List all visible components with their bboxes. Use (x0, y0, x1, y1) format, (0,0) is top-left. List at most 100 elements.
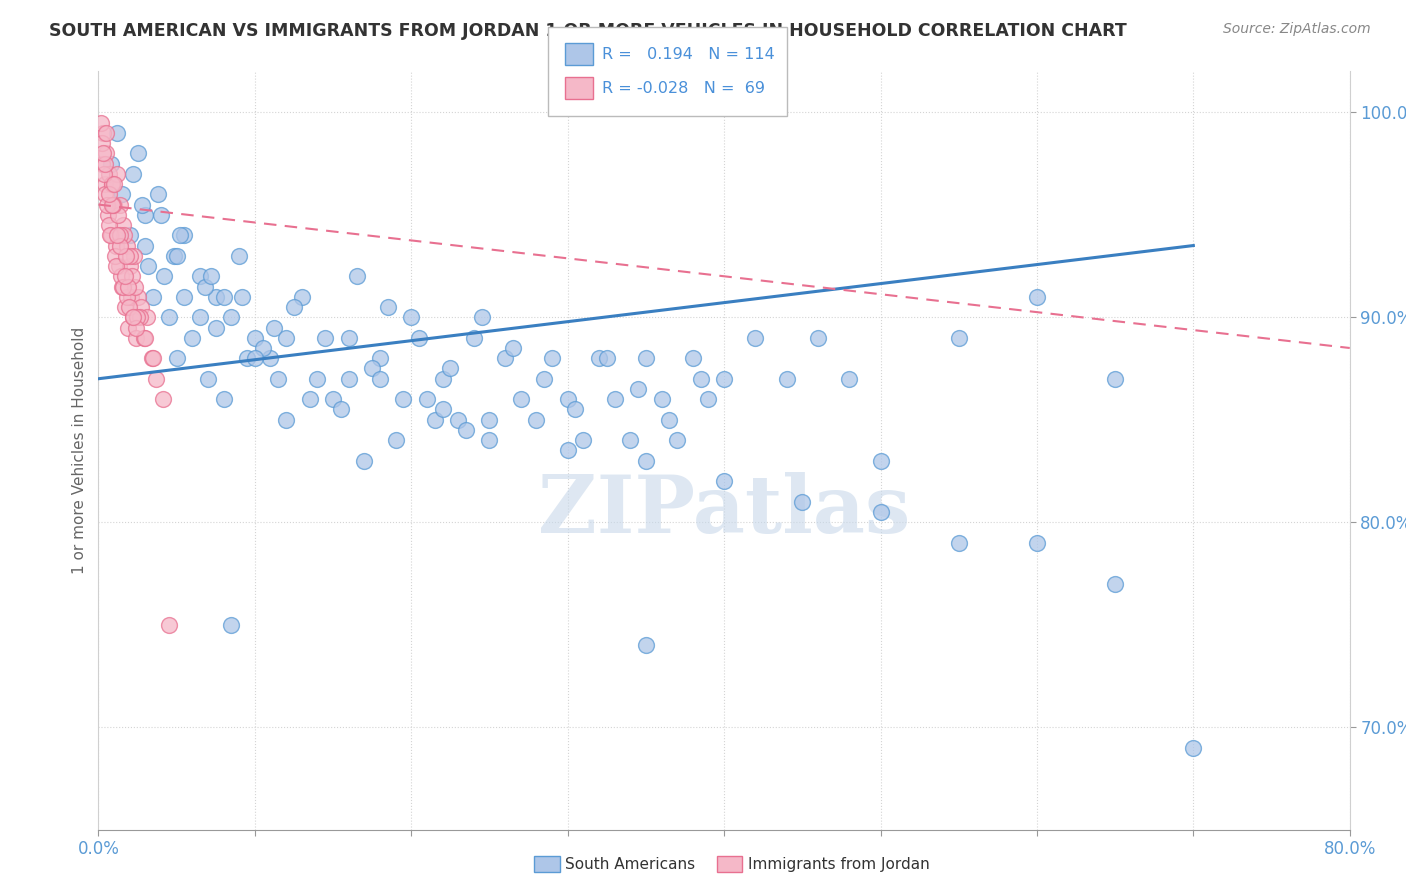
Point (111, 279, 134, 293)
Point (572, 434, 595, 448)
Point (353, 453, 375, 467)
Point (100, 177, 122, 191)
Point (98, 228, 121, 243)
Point (118, 228, 141, 243)
Point (368, 372, 391, 386)
Point (105, 126, 128, 140)
Point (128, 310, 150, 325)
Point (502, 341, 524, 355)
Point (337, 372, 360, 386)
Point (112, 218, 135, 232)
Point (267, 372, 290, 386)
Point (322, 392, 344, 407)
Point (634, 638, 657, 652)
Point (776, 372, 799, 386)
Point (96, 197, 118, 211)
Point (1026, 290, 1049, 304)
Point (204, 320, 226, 334)
Point (110, 238, 132, 252)
Text: ZIPatlas: ZIPatlas (538, 472, 910, 550)
Point (337, 331, 360, 345)
Point (138, 259, 160, 273)
Text: R =   0.194   N = 114: R = 0.194 N = 114 (602, 47, 775, 62)
Point (236, 351, 259, 366)
Point (115, 238, 138, 252)
Point (314, 331, 336, 345)
Point (103, 197, 125, 211)
Point (298, 392, 321, 407)
Point (368, 351, 391, 366)
Point (1104, 576, 1126, 591)
Point (948, 331, 970, 345)
Point (329, 402, 352, 417)
Point (274, 413, 298, 427)
Point (117, 279, 139, 293)
Point (97, 218, 120, 232)
Point (588, 351, 610, 366)
Point (384, 434, 406, 448)
Point (181, 331, 204, 345)
Point (231, 290, 253, 304)
Point (541, 351, 564, 366)
Point (243, 331, 266, 345)
Text: Immigrants from Jordan: Immigrants from Jordan (748, 857, 929, 871)
Point (127, 290, 149, 304)
Text: South Americans: South Americans (565, 857, 696, 871)
Point (96, 126, 118, 140)
Point (100, 228, 122, 243)
Point (948, 535, 970, 549)
Point (377, 300, 399, 314)
Point (150, 208, 173, 222)
Point (146, 187, 169, 202)
Point (401, 310, 423, 325)
Point (134, 238, 156, 252)
Point (96, 146, 118, 161)
Point (432, 402, 454, 417)
Point (93, 177, 115, 191)
Point (142, 290, 165, 304)
Point (447, 413, 470, 427)
Point (125, 331, 148, 345)
Point (619, 434, 641, 448)
Point (792, 494, 814, 508)
Point (118, 259, 141, 273)
Point (135, 310, 157, 325)
Point (1104, 372, 1126, 386)
Point (603, 392, 626, 407)
Point (869, 453, 891, 467)
Point (188, 310, 211, 325)
Point (392, 392, 415, 407)
Point (526, 413, 548, 427)
Point (263, 320, 285, 334)
Point (869, 505, 891, 519)
Text: Source: ZipAtlas.com: Source: ZipAtlas.com (1223, 22, 1371, 37)
Point (105, 259, 128, 273)
Point (125, 320, 148, 334)
Point (634, 453, 657, 467)
Point (564, 402, 586, 417)
Point (112, 228, 135, 243)
Point (94, 187, 117, 202)
Point (104, 249, 127, 263)
Point (129, 300, 152, 314)
Point (1182, 740, 1205, 755)
Point (127, 146, 149, 161)
Point (439, 361, 461, 376)
Point (110, 269, 132, 284)
Point (259, 351, 281, 366)
Point (252, 341, 274, 355)
Point (94, 156, 117, 170)
Point (162, 249, 184, 263)
Point (101, 177, 124, 191)
Point (689, 372, 711, 386)
Point (463, 331, 485, 345)
Point (533, 372, 555, 386)
Point (157, 617, 180, 632)
Point (166, 351, 188, 366)
Point (596, 351, 619, 366)
Point (471, 310, 494, 325)
Point (152, 392, 174, 407)
Point (221, 617, 243, 632)
Point (118, 300, 141, 314)
Point (121, 310, 143, 325)
